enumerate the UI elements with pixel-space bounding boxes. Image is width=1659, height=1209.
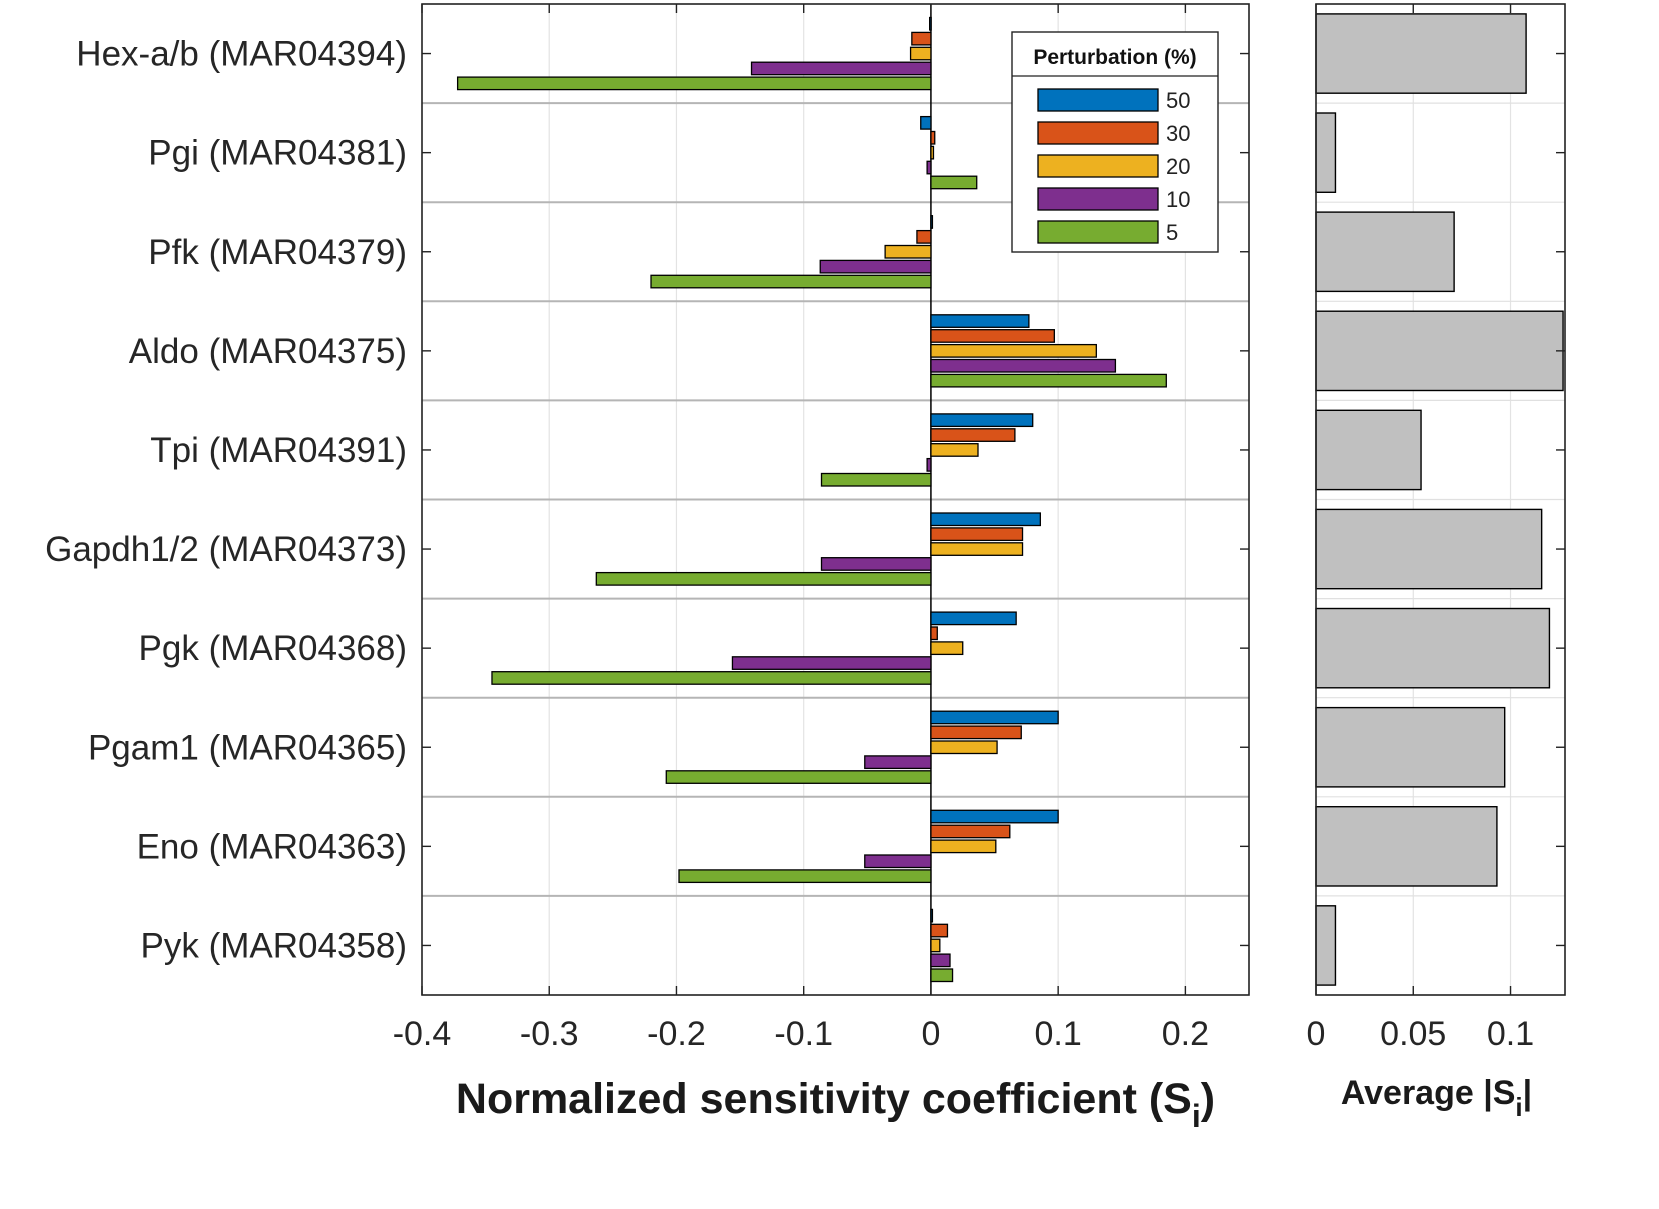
legend-label-50: 50: [1166, 88, 1190, 113]
category-label: Pyk (MAR04358): [141, 926, 407, 965]
bar-series-30: [930, 428, 1016, 442]
legend-swatch-10: [1037, 187, 1159, 211]
main-xtick-label: 0.2: [1162, 1015, 1209, 1053]
bar-series-10: [750, 61, 932, 76]
category-label: Tpi (MAR04391): [150, 431, 407, 470]
bar-series-30: [916, 229, 932, 244]
side-xtick-label: 0.05: [1380, 1015, 1446, 1053]
bar-series-20: [930, 542, 1024, 556]
avg-bar: [1315, 112, 1337, 193]
bar-series-50: [929, 16, 932, 31]
avg-bar: [1315, 607, 1551, 689]
category-label: Pgam1 (MAR04365): [88, 728, 407, 767]
category-label: Gapdh1/2 (MAR04373): [45, 530, 407, 569]
category-label: Eno (MAR04363): [137, 827, 407, 866]
bar-series-20: [930, 740, 998, 755]
bar-series-10: [930, 953, 951, 968]
side-axes-box: [1315, 3, 1566, 996]
bar-series-20: [930, 443, 979, 457]
avg-bar: [1315, 310, 1564, 392]
main-xlabel: Normalized sensitivity coefficient (Si): [456, 1075, 1215, 1134]
legend-title: Perturbation (%): [1033, 46, 1196, 69]
bar-series-10: [820, 557, 932, 571]
legend-label-30: 30: [1166, 121, 1190, 146]
bar-series-10: [731, 656, 932, 670]
bar-series-50: [930, 413, 1034, 428]
bar-series-20: [884, 244, 932, 259]
main-xtick-label: -0.3: [520, 1015, 579, 1053]
avg-bar: [1315, 706, 1506, 788]
bar-series-30: [930, 329, 1055, 343]
main-xtick-label: -0.1: [774, 1015, 833, 1053]
bar-series-20: [909, 46, 932, 61]
avg-bar: [1315, 13, 1527, 94]
bar-series-20: [930, 839, 997, 854]
bar-series-5: [930, 175, 978, 190]
bar-series-50: [930, 314, 1030, 328]
bar-series-50: [930, 908, 934, 923]
bar-series-30: [930, 527, 1024, 542]
bar-series-5: [491, 671, 932, 685]
main-xtick-label: -0.4: [393, 1015, 452, 1053]
legend-swatch-50: [1037, 88, 1159, 112]
bar-series-5: [650, 274, 932, 289]
category-label: Pgk (MAR04368): [139, 629, 407, 668]
main-xtick-label: 0.1: [1035, 1015, 1082, 1053]
bar-series-30: [930, 725, 1022, 740]
bar-series-50: [930, 215, 934, 229]
main-xtick-label: 0: [921, 1015, 940, 1053]
category-label: Aldo (MAR04375): [129, 332, 407, 371]
bar-series-30: [930, 923, 949, 938]
side-xtick-label: 0.1: [1487, 1015, 1534, 1053]
bar-series-50: [930, 710, 1059, 725]
main-xtick-label: -0.2: [647, 1015, 706, 1053]
category-label: Hex-a/b (MAR04394): [76, 35, 407, 74]
bar-series-30: [930, 824, 1011, 839]
avg-bar: [1315, 409, 1422, 491]
bar-series-50: [930, 809, 1059, 824]
bar-series-5: [456, 76, 932, 91]
bar-series-10: [819, 259, 932, 274]
bar-series-10: [930, 358, 1117, 373]
category-label: Pfk (MAR04379): [148, 233, 407, 272]
legend-label-5: 5: [1166, 220, 1178, 245]
bar-series-10: [864, 755, 932, 770]
bar-series-30: [930, 130, 936, 145]
side-xlabel: Average |Si|: [1341, 1074, 1532, 1122]
legend-swatch-5: [1037, 220, 1159, 244]
legend-label-20: 20: [1166, 154, 1190, 179]
bar-series-5: [820, 472, 932, 487]
bar-series-5: [930, 968, 954, 983]
bar-series-50: [930, 512, 1041, 527]
legend-swatch-30: [1037, 121, 1159, 145]
avg-bar: [1315, 905, 1337, 986]
legend-swatch-20: [1037, 154, 1159, 178]
avg-bar: [1315, 211, 1455, 293]
bar-series-30: [930, 626, 938, 641]
bar-series-10: [864, 854, 932, 869]
main-axes-box: [421, 3, 1250, 996]
bar-series-5: [678, 869, 932, 884]
legend-label-10: 10: [1166, 187, 1190, 212]
bar-series-10: [926, 160, 932, 175]
bar-series-10: [926, 457, 932, 472]
bar-series-20: [930, 145, 935, 160]
avg-bar: [1315, 508, 1543, 590]
bar-series-5: [665, 770, 932, 784]
bar-series-20: [930, 938, 941, 953]
avg-bar: [1315, 806, 1498, 887]
side-xtick-label: 0: [1307, 1015, 1326, 1053]
bar-series-30: [911, 31, 932, 46]
bar-series-20: [930, 343, 1097, 358]
bar-series-50: [930, 611, 1017, 626]
bar-series-50: [920, 115, 932, 130]
legend: Perturbation (%) 50 30 20 10 5: [1011, 31, 1219, 253]
category-label: Pgi (MAR04381): [148, 134, 407, 173]
bar-series-5: [595, 571, 932, 586]
bar-series-5: [930, 373, 1167, 388]
bar-series-20: [930, 641, 964, 656]
